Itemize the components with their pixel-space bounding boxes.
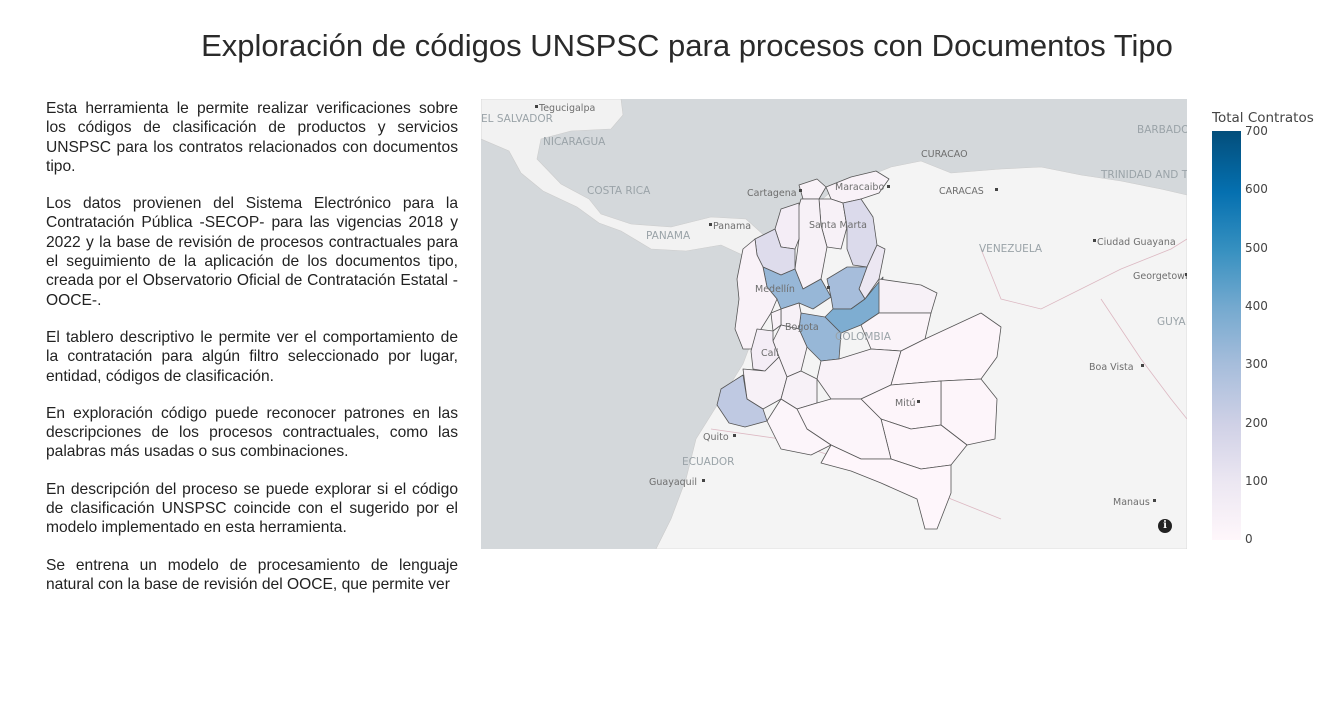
intro-paragraph: Esta herramienta le permite realizar ver… bbox=[46, 100, 458, 175]
colorbar-tick: 600 bbox=[1245, 182, 1268, 196]
city-dots bbox=[535, 105, 1187, 502]
map-label-country: BARBADO bbox=[1137, 124, 1187, 136]
department-arauca[interactable] bbox=[878, 278, 938, 314]
map-label-city: Santa Marta bbox=[809, 220, 867, 231]
intro-paragraph: En descripción del proceso se puede expl… bbox=[46, 480, 458, 537]
intro-paragraph: El tablero descriptivo le permite ver el… bbox=[46, 328, 458, 385]
intro-text: Esta herramienta le permite realizar ver… bbox=[46, 99, 458, 612]
map-label-city: CARACAS bbox=[939, 186, 984, 197]
department-putumayo[interactable] bbox=[766, 398, 832, 456]
colorbar-tick: 500 bbox=[1245, 241, 1268, 255]
map-label-city: Ciudad Guayana bbox=[1097, 237, 1176, 248]
map-label-city: Medellín bbox=[755, 284, 795, 295]
map-label-country: COLOMBIA bbox=[835, 331, 892, 343]
map-label-city: Georgetown bbox=[1133, 271, 1187, 282]
map-label-country: COSTA RICA bbox=[587, 185, 651, 197]
map-label-city: Panama bbox=[713, 221, 751, 232]
map-label-country: TRINIDAD AND TOBAGO bbox=[1100, 169, 1187, 181]
colorbar-tick: 200 bbox=[1245, 416, 1268, 430]
map-label-country: VENEZUELA bbox=[979, 243, 1043, 255]
info-icon[interactable]: i bbox=[1158, 519, 1172, 533]
department-atlantico[interactable] bbox=[798, 178, 827, 200]
choropleth-map[interactable]: EL SALVADOR NICARAGUA COSTA RICA PANAMA … bbox=[481, 99, 1187, 549]
map-label-country: EL SALVADOR bbox=[481, 113, 553, 125]
map-label-city: Cartagena bbox=[747, 188, 797, 199]
map-label-city: Boa Vista bbox=[1089, 362, 1134, 373]
intro-paragraph: Los datos provienen del Sistema Electrón… bbox=[46, 195, 458, 309]
intro-paragraph: En exploración código puede reconocer pa… bbox=[46, 404, 458, 461]
map-labels: EL SALVADOR NICARAGUA COSTA RICA PANAMA … bbox=[481, 113, 1187, 468]
map-label-city: Cali bbox=[761, 348, 779, 359]
map-label-city: Manaus bbox=[1113, 497, 1150, 508]
map-label-city: Maracaibo bbox=[835, 182, 884, 193]
border-line bbox=[1100, 298, 1187, 420]
map-canvas[interactable]: EL SALVADOR NICARAGUA COSTA RICA PANAMA … bbox=[481, 99, 1187, 549]
colorbar bbox=[1212, 131, 1241, 540]
colorbar-tick: 0 bbox=[1245, 532, 1253, 546]
colorbar-title: Total Contratos bbox=[1212, 110, 1314, 126]
map-label-city: CURACAO bbox=[921, 149, 968, 160]
map-label-country: NICARAGUA bbox=[543, 136, 606, 148]
map-label-city: Tegucigalpa bbox=[538, 103, 595, 114]
colorbar-tick: 300 bbox=[1245, 357, 1268, 371]
colorbar-tick: 400 bbox=[1245, 299, 1268, 313]
map-label-city: Quito bbox=[703, 432, 729, 443]
department-amazonas[interactable] bbox=[820, 444, 952, 530]
page-title: Exploración de códigos UNSPSC para proce… bbox=[201, 28, 1173, 63]
map-city-labels: Tegucigalpa CURACAO Cartagena Maracaibo … bbox=[538, 103, 1187, 508]
map-label-country: GUYA bbox=[1157, 316, 1186, 328]
map-label-country: ECUADOR bbox=[682, 456, 734, 468]
map-label-city: Mitú bbox=[895, 398, 916, 409]
department-choco[interactable] bbox=[734, 238, 778, 350]
border-line bbox=[980, 238, 1187, 310]
intro-paragraph: Se entrena un modelo de procesamiento de… bbox=[46, 556, 458, 593]
map-label-country: PANAMA bbox=[646, 230, 691, 242]
map-label-city: Bogota bbox=[785, 322, 819, 333]
departments[interactable] bbox=[716, 170, 1002, 530]
map-label-city: Guayaquil bbox=[649, 477, 697, 488]
colorbar-tick: 700 bbox=[1245, 124, 1268, 138]
colorbar-tick: 100 bbox=[1245, 474, 1268, 488]
